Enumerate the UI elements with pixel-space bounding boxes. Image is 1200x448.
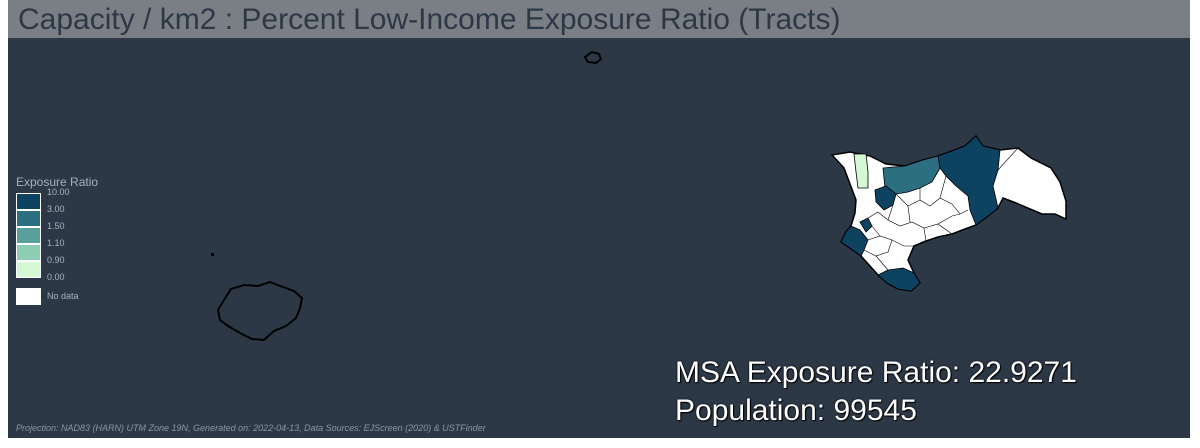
legend-title: Exposure Ratio [16, 175, 99, 189]
legend-break-label: 0.90 [47, 255, 65, 265]
legend-class-3: 1.50 [16, 221, 126, 244]
map-frame: Capacity / km2 : Percent Low-Income Expo… [8, 0, 1190, 438]
map-canvas [211, 50, 1067, 342]
legend-swatch [16, 210, 41, 227]
island-rock [211, 253, 214, 256]
legend-break-label: 3.00 [47, 204, 65, 214]
population: Population: 99545 [675, 394, 917, 427]
island-north [583, 50, 603, 65]
legend-swatch [16, 227, 41, 244]
legend-no-data-label: No data [47, 291, 79, 301]
tract-boundaries [863, 147, 1019, 271]
legend-break-label: 10.00 [47, 187, 70, 197]
legend-swatch [16, 193, 41, 210]
legend-break-label: 1.50 [47, 221, 65, 231]
legend-no-data: No data [16, 288, 126, 305]
msa-exposure-ratio: MSA Exposure Ratio: 22.9271 [675, 356, 1077, 389]
map-title: Capacity / km2 : Percent Low-Income Expo… [18, 3, 841, 36]
tract-dark-south [877, 267, 921, 292]
legend-swatch [16, 261, 41, 278]
legend-class-4: 1.10 [16, 238, 126, 261]
legend-swatch [16, 244, 41, 261]
tract-light [853, 153, 869, 189]
map-footer: Projection: NAD83 (HARN) UTM Zone 19N, G… [16, 423, 486, 433]
island-west [216, 280, 304, 342]
tract-dark-east [937, 135, 1001, 226]
legend: Exposure Ratio 10.00 3.00 1.50 1.10 0.90… [16, 174, 126, 305]
legend-class-1: 10.00 [16, 187, 126, 210]
legend-class-2: 3.00 [16, 204, 126, 227]
title-bar: Capacity / km2 : Percent Low-Income Expo… [8, 0, 1190, 38]
stats-panel: MSA Exposure Ratio: 22.9271 Population: … [675, 354, 1077, 430]
legend-class-5: 0.90 0.00 [16, 255, 126, 282]
legend-break-label: 0.00 [47, 272, 65, 282]
legend-break-label: 1.10 [47, 238, 65, 248]
legend-swatch [16, 288, 41, 305]
